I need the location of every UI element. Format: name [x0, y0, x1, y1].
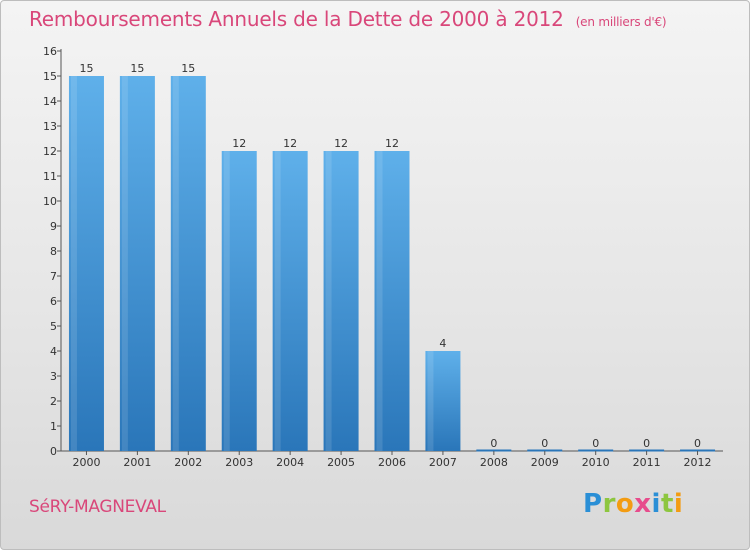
y-tick-label: 1	[50, 420, 57, 433]
x-tick-label: 2004	[276, 456, 304, 469]
x-tick-label: 2008	[480, 456, 508, 469]
bar-highlight	[172, 76, 179, 451]
bar-highlight	[223, 151, 230, 451]
y-tick-label: 10	[43, 195, 57, 208]
logo-letter: i	[673, 489, 684, 519]
data-label: 12	[385, 137, 399, 150]
bar	[170, 76, 206, 451]
y-tick-label: 14	[43, 95, 57, 108]
data-label: 0	[643, 437, 650, 450]
data-label: 12	[232, 137, 246, 150]
bar	[119, 76, 155, 451]
data-label: 15	[79, 62, 93, 75]
y-tick-label: 2	[50, 395, 57, 408]
y-tick-label: 16	[43, 45, 57, 58]
bar-highlight	[274, 151, 281, 451]
bar	[425, 351, 461, 451]
y-tick-label: 4	[50, 345, 57, 358]
chart-unit: (en milliers d'€)	[575, 15, 667, 29]
commune-name: SéRY-MAGNEVAL	[29, 497, 166, 517]
data-label: 12	[283, 137, 297, 150]
y-tick-label: 8	[50, 245, 57, 258]
bar	[221, 151, 257, 451]
logo-letter: i	[651, 489, 661, 519]
data-label: 15	[130, 62, 144, 75]
data-label: 0	[592, 437, 599, 450]
x-tick-label: 2011	[633, 456, 661, 469]
logo-letter: P	[583, 489, 603, 519]
bar	[272, 151, 308, 451]
x-tick-label: 2001	[123, 456, 151, 469]
logo-letter: x	[634, 489, 652, 519]
data-label: 15	[181, 62, 195, 75]
y-tick-label: 13	[43, 120, 57, 133]
x-tick-label: 2006	[378, 456, 406, 469]
y-tick-label: 6	[50, 295, 57, 308]
bar-highlight	[70, 76, 77, 451]
y-tick-label: 9	[50, 220, 57, 233]
logo-letter: o	[615, 489, 635, 519]
x-tick-label: 2003	[225, 456, 253, 469]
x-tick-label: 2012	[684, 456, 712, 469]
bar-highlight	[427, 351, 434, 451]
y-tick-label: 7	[50, 270, 57, 283]
y-tick-label: 11	[43, 170, 57, 183]
x-tick-label: 2010	[582, 456, 610, 469]
y-tick-label: 12	[43, 145, 57, 158]
logo-letter: r	[602, 489, 616, 519]
chart-title-text: Remboursements Annuels de la Dette de 20…	[29, 7, 564, 31]
x-tick-label: 2007	[429, 456, 457, 469]
x-tick-label: 2002	[174, 456, 202, 469]
y-tick-label: 0	[50, 445, 57, 458]
data-label: 0	[694, 437, 701, 450]
x-tick-label: 2000	[72, 456, 100, 469]
data-label: 0	[541, 437, 548, 450]
bar	[68, 76, 104, 451]
bar-highlight	[376, 151, 383, 451]
y-tick-label: 3	[50, 370, 57, 383]
y-tick-label: 5	[50, 320, 57, 333]
data-label: 0	[490, 437, 497, 450]
chart-title: Remboursements Annuels de la Dette de 20…	[29, 7, 667, 31]
bar-highlight	[121, 76, 128, 451]
y-tick-label: 15	[43, 70, 57, 83]
bar	[374, 151, 410, 451]
data-label: 12	[334, 137, 348, 150]
bar-highlight	[325, 151, 332, 451]
data-label: 4	[439, 337, 446, 350]
x-tick-label: 2005	[327, 456, 355, 469]
bar	[323, 151, 359, 451]
logo-letter: t	[660, 489, 674, 519]
proxiti-logo: Proxiti	[583, 489, 683, 519]
x-tick-label: 2009	[531, 456, 559, 469]
